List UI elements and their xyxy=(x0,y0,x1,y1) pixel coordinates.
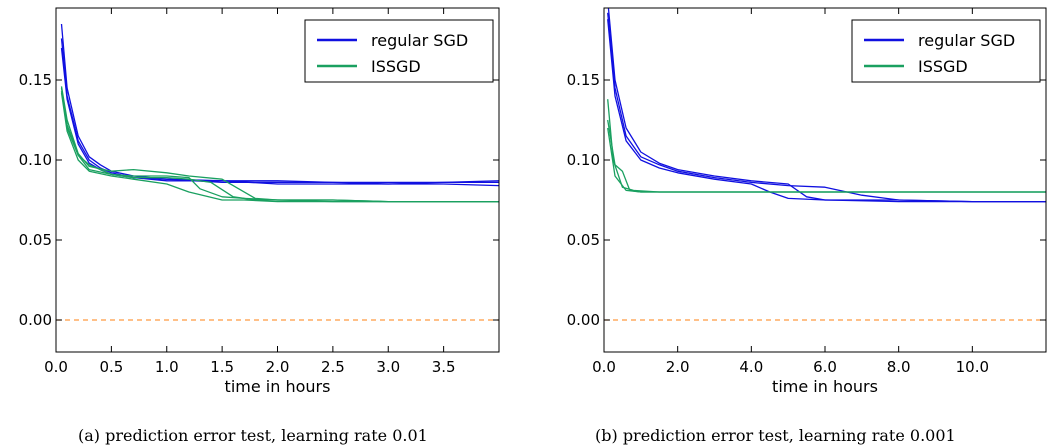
series-line-issgd-5 xyxy=(60,91,499,203)
legend: regular SGD ISSGD xyxy=(304,19,494,83)
x-tick-label: 1.0 xyxy=(155,358,179,376)
x-tick-label: 2.5 xyxy=(321,358,345,376)
x-tick-label: 3.5 xyxy=(432,358,456,376)
legend-label: regular SGD xyxy=(918,31,1015,50)
x-tick-label: 3.0 xyxy=(376,358,400,376)
legend-box xyxy=(304,19,494,83)
y-tick-label: 0.15 xyxy=(19,71,52,89)
series-line-issgd-4 xyxy=(607,119,1046,193)
x-tick-label: 8.0 xyxy=(887,358,911,376)
plot-frame xyxy=(603,7,1047,353)
series-line-issgd-3 xyxy=(607,99,1046,193)
series-line-regular-sgd-1 xyxy=(607,12,1046,203)
y-tick-label: 0.05 xyxy=(567,231,600,249)
series-line-issgd-5 xyxy=(607,127,1046,193)
plot-frame xyxy=(55,7,500,353)
series-line-regular-sgd-2 xyxy=(60,47,499,187)
y-tick-label: 0.10 xyxy=(567,151,600,169)
y-tick-label: 0.10 xyxy=(19,151,52,169)
x-tick-label: 10.0 xyxy=(956,358,989,376)
legend: regular SGD ISSGD xyxy=(851,19,1041,83)
chart-b-caption: (b) prediction error test, learning rate… xyxy=(595,426,956,445)
x-tick-label: 2.0 xyxy=(666,358,690,376)
x-axis-label: time in hours xyxy=(225,377,331,396)
x-tick-label: 0.5 xyxy=(99,358,123,376)
x-tick-label: 2.0 xyxy=(266,358,290,376)
chart-a-caption: (a) prediction error test, learning rate… xyxy=(78,426,428,445)
legend-box xyxy=(851,19,1041,83)
legend-label: ISSGD xyxy=(371,57,421,76)
series-line-regular-sgd-2 xyxy=(607,19,1046,203)
y-tick-label: 0.00 xyxy=(567,311,600,329)
series-line-issgd-6 xyxy=(60,92,499,203)
series-line-regular-sgd-0 xyxy=(607,8,1046,203)
chart-panel-a: 0.0 0.5 1.0 1.5 2.0 2.5 3.0 3.5 0.00 0.05 0.10 0.15… xyxy=(0,0,520,444)
chart-panel-b: 0.0 2.0 4.0 6.0 8.0 10.0 0.00 0.05 0.10 0.15 time … xyxy=(548,0,1047,444)
x-tick-label: 0.0 xyxy=(44,358,68,376)
x-tick-label: 0.0 xyxy=(592,358,616,376)
chart-b-svg: 0.0 2.0 4.0 6.0 8.0 10.0 0.00 0.05 0.10 0.15 time … xyxy=(567,7,1047,396)
y-tick-label: 0.00 xyxy=(19,311,52,329)
legend-label: regular SGD xyxy=(371,31,468,50)
y-tick-label: 0.15 xyxy=(567,71,600,89)
x-axis-label: time in hours xyxy=(772,377,878,396)
x-tick-label: 4.0 xyxy=(739,358,763,376)
chart-a-svg: 0.0 0.5 1.0 1.5 2.0 2.5 3.0 3.5 0.00 0.05 0.10 0.15… xyxy=(19,7,500,396)
legend-label: ISSGD xyxy=(918,57,968,76)
x-tick-label: 1.5 xyxy=(210,358,234,376)
x-tick-label: 6.0 xyxy=(813,358,837,376)
y-tick-label: 0.05 xyxy=(19,231,52,249)
